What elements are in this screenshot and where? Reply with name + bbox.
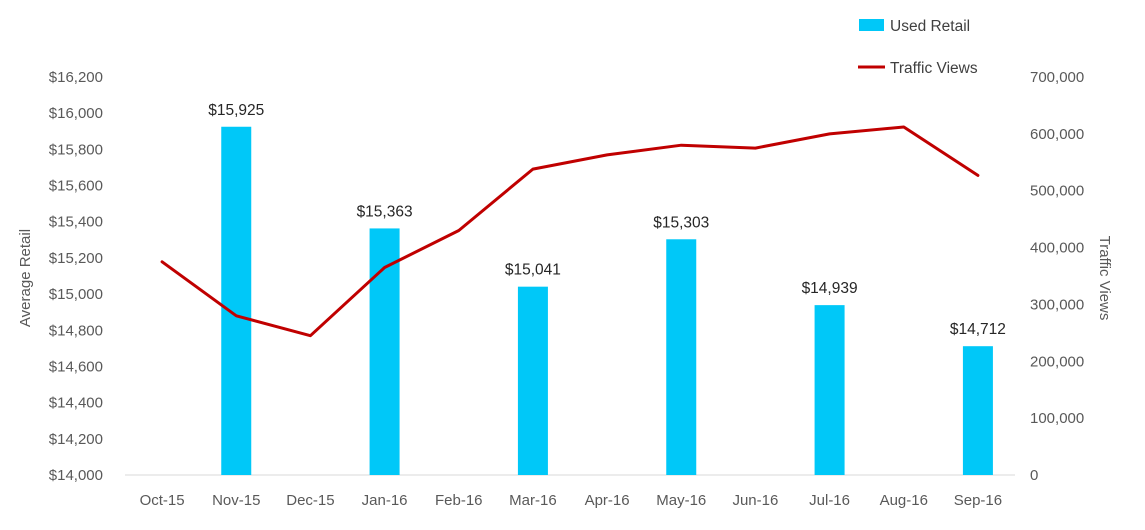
right-tick-label: 700,000 (1030, 69, 1084, 86)
x-tick-label: Nov-15 (212, 492, 260, 509)
legend: Used Retail Traffic Views (858, 18, 978, 77)
right-tick-label: 0 (1030, 467, 1038, 484)
right-tick-label: 300,000 (1030, 296, 1084, 313)
x-tick-label: May-16 (656, 492, 706, 509)
left-tick-label: $15,000 (49, 286, 103, 303)
x-tick-label: Feb-16 (435, 492, 483, 509)
bars (221, 126, 993, 475)
x-axis-ticks: Oct-15 Nov-15 Dec-15 Jan-16 Feb-16 Mar-16 Apr-… (140, 492, 1003, 509)
bar-data-label: $15,925 (208, 102, 264, 119)
left-tick-label: $14,000 (49, 467, 103, 484)
right-tick-label: 400,000 (1030, 240, 1084, 257)
x-tick-label: Sep-16 (954, 492, 1002, 509)
left-tick-label: $15,400 (49, 214, 103, 231)
right-axis-ticks: 0 100,000 200,000 300,000 400,000 500,000 600,… (1030, 69, 1084, 484)
bar-data-labels: $15,925 $15,363 $15,041 $15,303 $14,939 $14,7… (208, 102, 1006, 338)
left-tick-label: $16,200 (49, 69, 103, 86)
x-tick-label: Jun-16 (732, 492, 778, 509)
left-tick-label: $14,200 (49, 431, 103, 448)
traffic-views-line (160, 125, 980, 338)
x-tick-label: Dec-15 (286, 492, 334, 509)
right-tick-label: 200,000 (1030, 353, 1084, 370)
x-tick-label: Apr-16 (585, 492, 630, 509)
bar (814, 305, 845, 475)
bar-data-label: $14,712 (950, 321, 1006, 338)
bar (221, 126, 252, 475)
left-tick-label: $14,400 (49, 395, 103, 412)
bar (666, 239, 697, 475)
right-tick-label: 100,000 (1030, 410, 1084, 427)
x-tick-label: Jan-16 (362, 492, 408, 509)
bar (517, 286, 548, 475)
legend-swatch-used-retail (859, 19, 884, 31)
legend-label-used-retail: Used Retail (890, 18, 970, 35)
right-tick-label: 600,000 (1030, 126, 1084, 143)
bar-data-label: $15,303 (653, 214, 709, 231)
left-axis-ticks: $14,000 $14,200 $14,400 $14,600 $14,800 $15,0… (49, 69, 103, 484)
left-axis-title: Average Retail (17, 229, 34, 327)
legend-label-traffic-views: Traffic Views (890, 60, 978, 77)
bar (962, 346, 993, 475)
bar-data-label: $15,041 (505, 262, 561, 279)
left-tick-label: $15,200 (49, 250, 103, 267)
left-tick-label: $14,600 (49, 358, 103, 375)
x-tick-label: Mar-16 (509, 492, 557, 509)
traffic-line-group (160, 125, 980, 338)
bar-data-label: $15,363 (357, 203, 413, 220)
right-tick-label: 500,000 (1030, 183, 1084, 200)
x-tick-label: Oct-15 (140, 492, 185, 509)
x-tick-label: Aug-16 (880, 492, 928, 509)
left-tick-label: $16,000 (49, 105, 103, 122)
bar-data-label: $14,939 (802, 280, 858, 297)
right-axis-title: Traffic Views (1096, 236, 1113, 321)
bar (369, 228, 400, 475)
left-tick-label: $15,600 (49, 178, 103, 195)
x-tick-label: Jul-16 (809, 492, 850, 509)
left-tick-label: $14,800 (49, 322, 103, 339)
left-tick-label: $15,800 (49, 141, 103, 158)
